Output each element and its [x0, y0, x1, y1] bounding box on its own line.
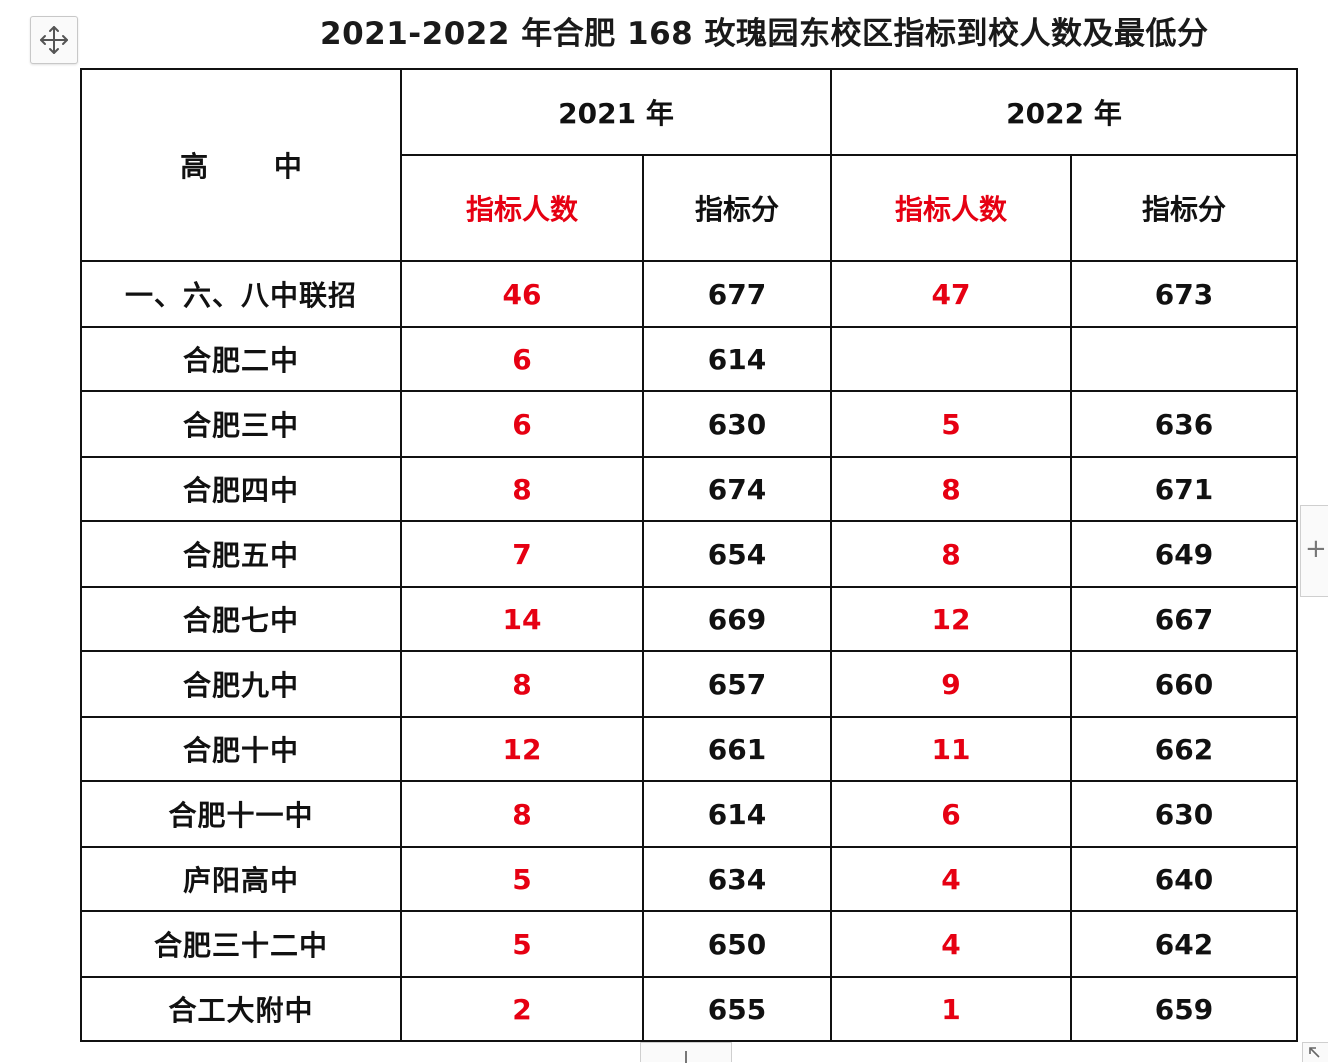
school-name-cell: 合工大附中 [80, 976, 402, 1042]
quota-count-2021-cell: 5 [400, 846, 644, 912]
school-name-cell: 合肥三中 [80, 390, 402, 458]
quota-score-2021-cell: 669 [642, 586, 832, 652]
table-row: 合工大附中 2 655 1 659 [80, 976, 1298, 1042]
school-name-cell: 合肥五中 [80, 520, 402, 588]
quota-score-2021-cell: 654 [642, 520, 832, 588]
quota-score-2022-cell: 640 [1070, 846, 1298, 912]
plus-icon [685, 1051, 687, 1063]
quota-count-2021-cell: 6 [400, 390, 644, 458]
quota-count-2022-cell: 47 [830, 260, 1072, 328]
quota-count-2022-cell: 8 [830, 456, 1072, 522]
move-arrows-icon[interactable] [30, 16, 78, 64]
quota-score-2022-cell: 642 [1070, 910, 1298, 978]
header-school: 高 中 [80, 68, 402, 262]
quota-count-2022-cell: 11 [830, 716, 1072, 782]
header-year-2021: 2021 年 [400, 68, 832, 156]
table-row: 合肥十中 12 661 11 662 [80, 716, 1298, 782]
quota-count-2021-cell: 14 [400, 586, 644, 652]
school-name-cell: 合肥十一中 [80, 780, 402, 848]
quota-score-2022-cell: 659 [1070, 976, 1298, 1042]
quota-score-2021-cell: 655 [642, 976, 832, 1042]
table-row: 合肥九中 8 657 9 660 [80, 650, 1298, 718]
page-title: 2021-2022 年合肥 168 玫瑰园东校区指标到校人数及最低分 [320, 16, 1209, 52]
quota-score-2022-cell: 630 [1070, 780, 1298, 848]
table-row: 合肥二中 6 614 [80, 326, 1298, 392]
table-row: 合肥三中 6 630 5 636 [80, 390, 1298, 458]
quota-count-2021-cell: 46 [400, 260, 644, 328]
quota-score-2021-cell: 657 [642, 650, 832, 718]
quota-count-2021-cell: 8 [400, 650, 644, 718]
quota-count-2021-cell: 12 [400, 716, 644, 782]
quota-score-2021-cell: 614 [642, 780, 832, 848]
quota-count-2021-cell: 6 [400, 326, 644, 392]
quota-count-2021-cell: 2 [400, 976, 644, 1042]
table-row: 合肥五中 7 654 8 649 [80, 520, 1298, 588]
school-name-cell: 合肥九中 [80, 650, 402, 718]
quota-count-2022-cell: 4 [830, 910, 1072, 978]
school-name-cell: 合肥十中 [80, 716, 402, 782]
school-name-cell: 一、六、八中联招 [80, 260, 402, 328]
quota-count-2022-cell: 8 [830, 520, 1072, 588]
quota-count-2021-cell: 7 [400, 520, 644, 588]
quota-count-2022-cell [830, 326, 1072, 392]
quota-score-2021-cell: 630 [642, 390, 832, 458]
plus-icon: + [1305, 534, 1327, 564]
quota-count-2021-cell: 8 [400, 456, 644, 522]
school-name-cell: 合肥二中 [80, 326, 402, 392]
quota-count-2022-cell: 5 [830, 390, 1072, 458]
quota-score-2021-cell: 677 [642, 260, 832, 328]
quota-count-2022-cell: 6 [830, 780, 1072, 848]
table-row: 合肥三十二中 5 650 4 642 [80, 910, 1298, 978]
school-name-cell: 合肥七中 [80, 586, 402, 652]
quota-score-2022-cell: 673 [1070, 260, 1298, 328]
table-row: 合肥十一中 8 614 6 630 [80, 780, 1298, 848]
quota-count-2021-cell: 8 [400, 780, 644, 848]
quota-score-2021-cell: 674 [642, 456, 832, 522]
add-row-button[interactable] [640, 1042, 732, 1063]
resize-arrow-icon[interactable] [1302, 1042, 1328, 1062]
header-quota-score-2022: 指标分 [1070, 154, 1298, 262]
school-name-cell: 庐阳高中 [80, 846, 402, 912]
table-row: 庐阳高中 5 634 4 640 [80, 846, 1298, 912]
quota-score-2021-cell: 650 [642, 910, 832, 978]
header-year-2022: 2022 年 [830, 68, 1298, 156]
quota-score-2022-cell: 662 [1070, 716, 1298, 782]
header-quota-count-2021: 指标人数 [400, 154, 644, 262]
quota-count-2022-cell: 1 [830, 976, 1072, 1042]
quota-score-2021-cell: 634 [642, 846, 832, 912]
school-name-cell: 合肥四中 [80, 456, 402, 522]
quota-count-2022-cell: 9 [830, 650, 1072, 718]
quota-score-2022-cell: 667 [1070, 586, 1298, 652]
table-row: 合肥四中 8 674 8 671 [80, 456, 1298, 522]
header-quota-score-2021: 指标分 [642, 154, 832, 262]
header-quota-count-2022: 指标人数 [830, 154, 1072, 262]
add-column-button[interactable]: + [1300, 505, 1328, 597]
table-row: 合肥七中 14 669 12 667 [80, 586, 1298, 652]
school-name-cell: 合肥三十二中 [80, 910, 402, 978]
data-table: 高 中 2021 年 2022 年 指标人数 指标分 指标人数 指标分 一、六、… [80, 68, 1298, 1042]
table-row: 一、六、八中联招 46 677 47 673 [80, 260, 1298, 328]
quota-score-2022-cell [1070, 326, 1298, 392]
quota-score-2022-cell: 636 [1070, 390, 1298, 458]
quota-count-2021-cell: 5 [400, 910, 644, 978]
quota-score-2022-cell: 671 [1070, 456, 1298, 522]
quota-count-2022-cell: 4 [830, 846, 1072, 912]
quota-score-2022-cell: 660 [1070, 650, 1298, 718]
quota-score-2022-cell: 649 [1070, 520, 1298, 588]
quota-count-2022-cell: 12 [830, 586, 1072, 652]
quota-score-2021-cell: 661 [642, 716, 832, 782]
quota-score-2021-cell: 614 [642, 326, 832, 392]
